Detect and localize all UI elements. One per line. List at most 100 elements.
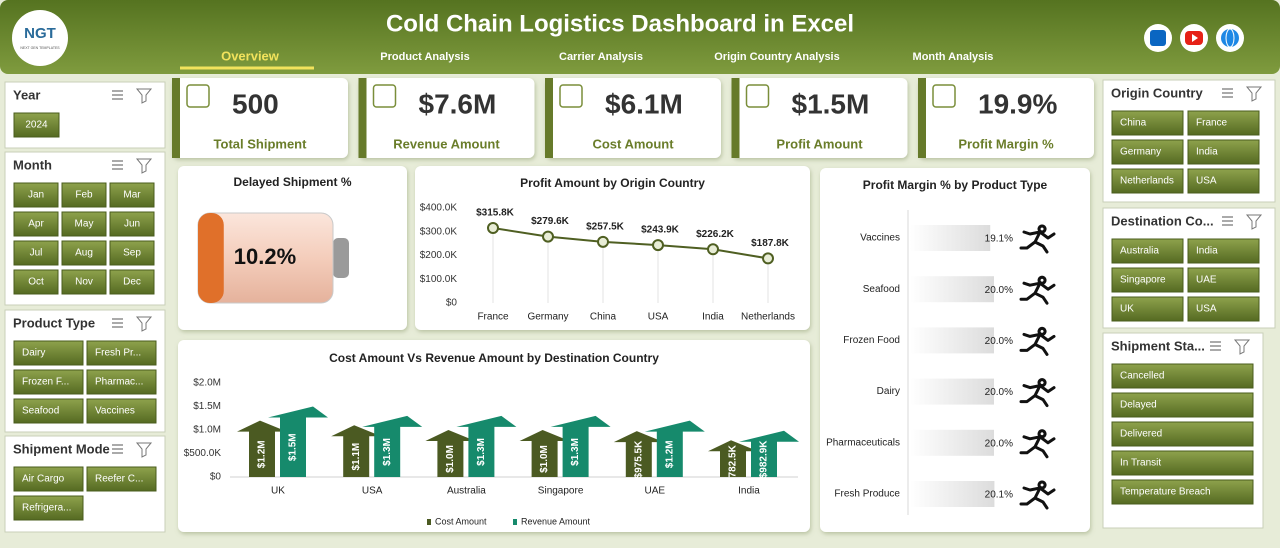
slicer-button[interactable] <box>13 240 59 266</box>
slicer-button[interactable] <box>109 240 155 266</box>
slicer-button[interactable] <box>86 398 157 424</box>
dashboard-title: Cold Chain Logistics Dashboard in Excel <box>386 10 854 37</box>
slicer-button[interactable] <box>61 269 107 295</box>
point <box>487 221 499 234</box>
slicer-button[interactable] <box>1111 238 1184 264</box>
clear-filter-icon[interactable] <box>135 88 153 104</box>
bar <box>910 481 995 507</box>
arrow-bar <box>456 415 517 477</box>
profit-line <box>492 227 769 260</box>
nav-tab[interactable]: Month Analysis <box>913 51 994 63</box>
clear-filter-icon[interactable] <box>1233 339 1251 355</box>
kpi-label: Total Shipment <box>214 136 308 151</box>
clear-filter-icon[interactable] <box>135 442 153 458</box>
nav-tab[interactable]: Overview <box>221 48 280 63</box>
slicer-button[interactable] <box>86 340 157 366</box>
data-label: 19.1% <box>985 234 1013 245</box>
slicer-button[interactable] <box>1187 168 1260 194</box>
data-label: $982.9K <box>759 440 770 479</box>
slicer-button[interactable] <box>1111 479 1254 505</box>
slicer-button[interactable] <box>1111 110 1184 136</box>
youtube-play <box>1192 34 1198 42</box>
slicer-button[interactable] <box>109 211 155 237</box>
slicer-item: USA <box>1196 304 1217 315</box>
y-tick-label: $0 <box>446 298 458 309</box>
slicer-button[interactable] <box>61 211 107 237</box>
slicer-button[interactable] <box>86 466 157 492</box>
nav-tab[interactable]: Product Analysis <box>380 51 469 63</box>
slicer-item: Air Cargo <box>22 474 65 485</box>
slicer-button[interactable] <box>109 182 155 208</box>
nav-tab[interactable]: Carrier Analysis <box>559 51 643 63</box>
arrow-bar <box>519 430 570 477</box>
slicer-button[interactable] <box>1111 168 1184 194</box>
slicer-title: Destination Co... <box>1111 213 1214 228</box>
clear-filter-icon[interactable] <box>135 158 153 174</box>
slicer-button[interactable] <box>1111 450 1254 476</box>
y-tick-label: $100.0K <box>420 274 458 285</box>
clear-filter-icon[interactable] <box>135 316 153 332</box>
slicer-button[interactable] <box>1187 110 1260 136</box>
slicer-button[interactable] <box>13 182 59 208</box>
slicer-button[interactable] <box>13 466 84 492</box>
y-tick-label: $300.0K <box>420 226 458 237</box>
y-tick-label: Vaccines <box>860 233 900 244</box>
clear-filter-icon[interactable] <box>1245 214 1263 230</box>
slicer-button[interactable] <box>1187 267 1260 293</box>
slicer-button[interactable] <box>1111 139 1184 165</box>
slicer-button[interactable] <box>61 182 107 208</box>
slicer-button[interactable] <box>13 112 60 138</box>
slicer-item: Dec <box>123 277 141 288</box>
slicer-button[interactable] <box>13 340 84 366</box>
y-tick-label: Seafood <box>863 284 900 295</box>
slicer-button[interactable] <box>13 269 59 295</box>
runner-icon <box>1019 326 1056 356</box>
chart-title: Profit Amount by Origin Country <box>520 176 705 190</box>
slicer-button[interactable] <box>61 240 107 266</box>
kpi-accent <box>731 78 740 158</box>
linkedin-glyph <box>1150 30 1166 46</box>
x-tick-label: Australia <box>447 486 486 497</box>
slicer-button[interactable] <box>1111 392 1254 418</box>
kpi-value: 19.9% <box>978 88 1057 119</box>
slicer-button[interactable] <box>1187 139 1260 165</box>
slicer-button[interactable] <box>13 369 84 395</box>
data-label: $1.0M <box>539 445 550 473</box>
slicer-title: Origin Country <box>1111 85 1203 100</box>
slicer-button[interactable] <box>13 495 84 521</box>
slicer-button[interactable] <box>1111 296 1184 322</box>
data-label: $1.1M <box>351 443 362 471</box>
slicer-item: Jan <box>28 190 44 201</box>
slicer-item: UAE <box>1196 275 1217 286</box>
slicer-button[interactable] <box>109 269 155 295</box>
slicer-item: In Transit <box>1120 458 1161 469</box>
slicer-button[interactable] <box>86 369 157 395</box>
data-label: $1.5M <box>288 433 299 461</box>
kpi-value: 500 <box>232 88 279 119</box>
bar <box>910 276 994 303</box>
x-tick-label: USA <box>648 312 669 323</box>
y-tick-label: $2.0M <box>193 378 221 389</box>
slicer-button[interactable] <box>1111 363 1254 389</box>
kpi-card <box>172 78 348 158</box>
slicer-button[interactable] <box>13 398 84 424</box>
data-label: $315.8K <box>476 208 515 219</box>
clear-filter-icon[interactable] <box>1245 86 1263 102</box>
slicer-button[interactable] <box>13 211 59 237</box>
bar <box>910 378 994 405</box>
arrow-bar <box>331 425 382 477</box>
slicer-item: Delayed <box>1120 400 1157 411</box>
slicer-item: Oct <box>28 277 44 288</box>
slicer-button[interactable] <box>1111 421 1254 447</box>
slicer-button[interactable] <box>1187 296 1260 322</box>
slicer-item: Reefer C... <box>95 474 143 485</box>
data-label: $226.2K <box>696 229 735 240</box>
y-tick-label: Dairy <box>877 386 900 397</box>
nav-tab[interactable]: Origin Country Analysis <box>714 51 840 63</box>
slicer-item: Mar <box>123 190 141 201</box>
slicer-button[interactable] <box>1111 267 1184 293</box>
slicer-item: Jun <box>124 219 140 230</box>
arrow-bar <box>268 406 328 477</box>
point <box>652 239 664 252</box>
slicer-button[interactable] <box>1187 238 1260 264</box>
